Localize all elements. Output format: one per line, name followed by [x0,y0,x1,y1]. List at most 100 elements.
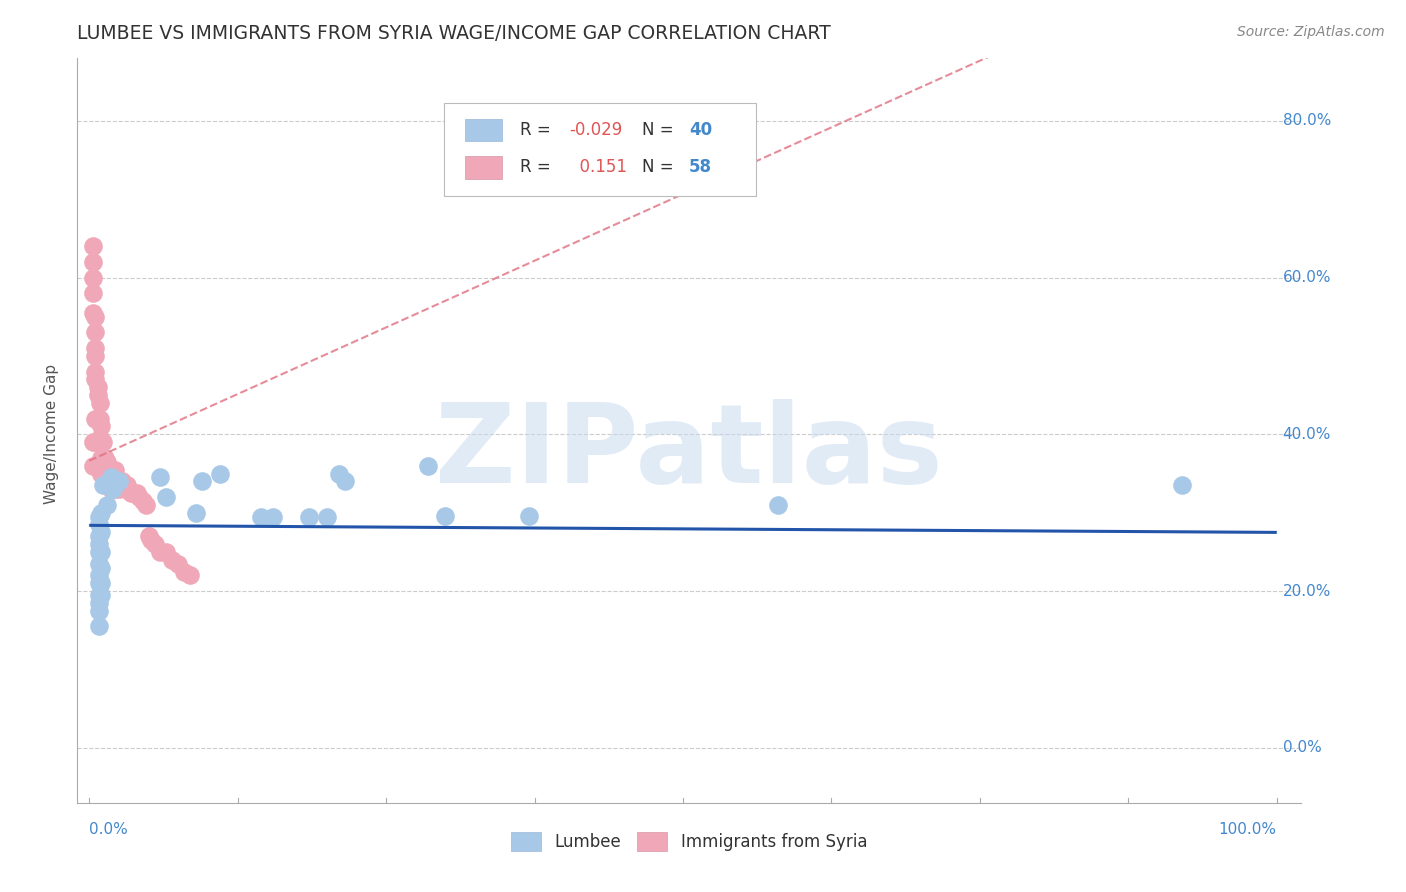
Point [84,435,107,450]
Point [138,529,160,543]
Point [82,270,104,285]
Point [124,486,146,500]
Point [87,596,110,610]
Point [179,568,201,582]
Point [184,506,207,520]
Point [90,435,112,450]
Point [84,326,107,340]
Point [90,419,112,434]
Text: 60.0%: 60.0% [1282,270,1331,285]
Point [1171,478,1194,492]
Point [90,506,112,520]
Point [84,365,107,379]
Point [87,557,110,571]
Point [434,508,457,523]
Point [93,478,115,492]
Point [262,509,284,524]
Point [90,588,112,602]
Text: R =: R = [520,159,557,177]
Point [143,537,166,551]
Text: 0.151: 0.151 [569,159,627,177]
Point [86,388,108,402]
Point [90,576,112,591]
Point [173,565,195,579]
Point [82,255,104,269]
Point [90,525,112,540]
Point [517,508,540,523]
Point [101,482,124,496]
Point [250,509,273,524]
Point [84,349,107,363]
Point [101,462,124,476]
Point [104,462,127,476]
Text: 100.0%: 100.0% [1219,822,1277,838]
Point [93,450,115,465]
Point [131,494,153,508]
Point [100,462,122,476]
Text: ZIPatlas: ZIPatlas [434,400,943,507]
Point [82,435,104,450]
Point [100,470,122,484]
Point [108,482,131,496]
Text: 20.0%: 20.0% [1282,583,1331,599]
Legend: Lumbee, Immigrants from Syria: Lumbee, Immigrants from Syria [503,825,875,858]
Point [128,490,150,504]
Point [86,380,108,394]
Point [111,475,134,489]
Point [84,372,107,386]
Point [82,306,104,320]
Point [86,435,108,450]
Point [162,553,184,567]
Point [139,533,162,548]
Point [97,458,120,473]
Point [87,604,110,618]
Point [84,310,107,324]
Point [115,478,138,492]
Point [90,450,112,465]
Point [191,475,214,489]
Point [87,517,110,532]
Text: R =: R = [520,121,557,139]
Point [100,482,122,496]
Point [87,529,110,543]
Point [87,509,110,524]
Point [208,467,231,481]
Point [298,509,321,524]
Point [87,568,110,582]
Point [328,467,350,481]
Point [82,239,104,253]
Text: 0.0%: 0.0% [1282,740,1322,756]
Point [96,498,118,512]
Text: 0.0%: 0.0% [89,822,128,838]
Point [93,450,115,465]
Text: 40: 40 [689,121,711,139]
Point [149,545,172,559]
Point [96,455,118,469]
FancyBboxPatch shape [465,156,502,178]
Point [96,470,118,484]
Point [82,458,104,473]
Point [93,435,115,450]
Point [86,411,108,425]
Text: 58: 58 [689,159,711,177]
Text: -0.029: -0.029 [569,121,623,139]
Point [135,498,157,512]
Point [315,509,337,524]
Point [101,482,124,496]
Text: Wage/Income Gap: Wage/Income Gap [44,364,59,504]
Point [97,478,120,492]
Point [87,588,110,602]
Point [416,458,439,473]
Point [87,545,110,559]
Point [104,482,127,496]
FancyBboxPatch shape [465,119,502,142]
FancyBboxPatch shape [444,103,756,195]
Point [114,482,136,496]
Text: LUMBEE VS IMMIGRANTS FROM SYRIA WAGE/INCOME GAP CORRELATION CHART: LUMBEE VS IMMIGRANTS FROM SYRIA WAGE/INC… [77,24,831,43]
Text: Source: ZipAtlas.com: Source: ZipAtlas.com [1237,25,1385,39]
Point [89,431,111,445]
Point [87,619,110,633]
Point [125,486,148,500]
Point [89,411,111,425]
Point [90,560,112,574]
